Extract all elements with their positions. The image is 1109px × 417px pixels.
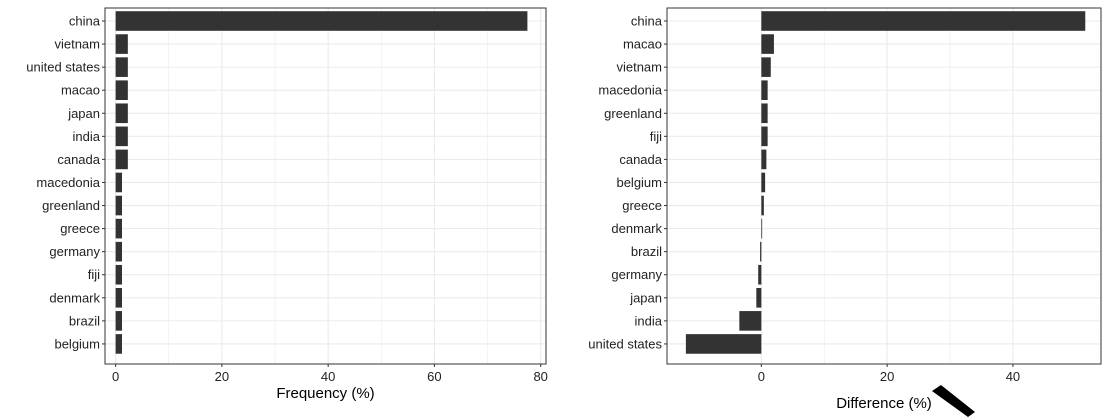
difference-chart: china macao vietnam macedonia greenland fiji c… (588, 7, 1102, 412)
frequency-bar-belgium (115, 334, 123, 354)
frequency-bar-china (115, 11, 528, 31)
difference-grid (667, 8, 1101, 364)
difference-bars (685, 11, 1086, 354)
frequency-bar-macedonia (115, 172, 123, 193)
frequency-x-axis-title: Frequency (%) (276, 385, 374, 402)
difference-bar-brazil (760, 241, 762, 262)
difference-category-label: macao (623, 37, 662, 52)
frequency-category-label: japan (67, 106, 100, 121)
frequency-category-label: china (69, 14, 101, 29)
difference-category-label: denmark (611, 221, 662, 236)
frequency-bar-germany (115, 241, 123, 262)
difference-category-label: greenland (604, 106, 662, 121)
difference-category-label: china (631, 14, 663, 29)
frequency-category-label: belgium (54, 336, 100, 351)
difference-x-tick-label: 40 (1006, 369, 1020, 384)
difference-bar-vietnam (761, 57, 771, 77)
frequency-category-label: vietnam (54, 37, 100, 52)
frequency-bar-greece (115, 218, 123, 239)
frequency-panel-border (104, 7, 547, 365)
difference-x-axis-title: Difference (%) (836, 395, 932, 412)
difference-category-label: belgium (616, 175, 662, 190)
frequency-category-label: fiji (88, 267, 100, 282)
frequency-category-label: denmark (49, 290, 100, 305)
frequency-bar-vietnam (115, 34, 128, 54)
frequency-x-ticks: 0 20 40 60 80 (112, 364, 548, 384)
difference-category-label: greece (622, 198, 662, 213)
frequency-x-tick-label: 80 (533, 369, 547, 384)
pen-mark-decoration (932, 385, 975, 417)
difference-category-label: japan (629, 290, 662, 305)
frequency-bar-greenland (115, 195, 123, 216)
frequency-chart: china vietnam united states macao japan india… (26, 7, 548, 402)
difference-bar-greece (761, 195, 764, 216)
difference-bar-india (739, 311, 762, 331)
frequency-category-label: greece (60, 221, 100, 236)
difference-category-label: united states (588, 336, 662, 351)
frequency-x-tick-label: 60 (427, 369, 441, 384)
frequency-category-label: macedonia (36, 175, 100, 190)
difference-category-labels: china macao vietnam macedonia greenland fiji c… (588, 14, 667, 351)
frequency-bar-denmark (115, 287, 123, 308)
frequency-bar-united-states (115, 57, 128, 77)
difference-bar-japan (756, 287, 762, 308)
frequency-x-tick-label: 40 (321, 369, 335, 384)
frequency-category-labels: china vietnam united states macao japan india… (26, 14, 105, 351)
difference-x-tick-label: 20 (880, 369, 894, 384)
difference-category-label: vietnam (616, 60, 662, 75)
frequency-category-label: india (73, 129, 101, 144)
frequency-bars (115, 11, 528, 354)
frequency-category-label: united states (26, 60, 100, 75)
difference-category-label: brazil (631, 244, 662, 259)
difference-bar-belgium (761, 172, 766, 193)
difference-bar-canada (761, 149, 767, 170)
frequency-category-label: brazil (69, 313, 100, 328)
difference-category-label: india (635, 313, 663, 328)
frequency-bar-canada (115, 149, 128, 170)
difference-category-label: germany (611, 267, 662, 282)
difference-category-label: macedonia (598, 83, 662, 98)
difference-category-label: canada (619, 152, 662, 167)
frequency-x-tick-label: 0 (112, 369, 119, 384)
frequency-category-label: canada (57, 152, 100, 167)
difference-bar-macedonia (761, 80, 768, 101)
difference-bar-china (761, 11, 1086, 31)
frequency-grid (105, 8, 546, 364)
frequency-category-label: greenland (42, 198, 100, 213)
frequency-bar-brazil (115, 311, 123, 331)
frequency-bar-fiji (115, 264, 123, 285)
frequency-category-label: germany (49, 244, 100, 259)
frequency-bar-japan (115, 103, 128, 124)
frequency-bar-macao (115, 80, 128, 101)
difference-bar-united-states (685, 334, 762, 354)
difference-bar-macao (761, 34, 774, 54)
difference-bar-germany (758, 264, 762, 285)
difference-panel-border (666, 7, 1102, 365)
frequency-category-label: macao (61, 83, 100, 98)
difference-bar-denmark (761, 218, 763, 239)
frequency-bar-india (115, 126, 128, 147)
difference-x-tick-label: 0 (758, 369, 765, 384)
difference-bar-greenland (761, 103, 768, 124)
difference-category-label: fiji (650, 129, 662, 144)
difference-bar-fiji (761, 126, 768, 147)
frequency-x-tick-label: 20 (215, 369, 229, 384)
difference-x-ticks: 0 20 40 (758, 364, 1020, 384)
